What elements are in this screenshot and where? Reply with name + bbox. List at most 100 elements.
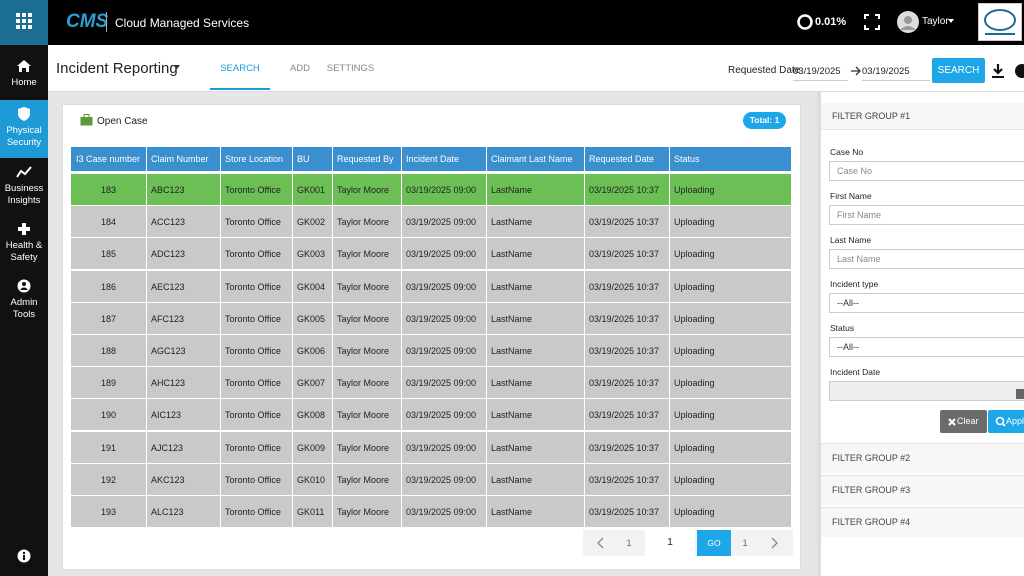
cell-divider [220, 270, 221, 302]
filter-group-title[interactable]: FILTER GROUP #1 [832, 111, 911, 121]
table-cell: Taylor Moore [337, 217, 390, 228]
table-cell: 03/19/2025 10:37 [589, 474, 660, 485]
company-logo-mark [984, 9, 1016, 35]
table-cell: 188 [100, 346, 117, 356]
table-row[interactable] [71, 463, 791, 495]
tab[interactable]: SEARCH [220, 63, 260, 74]
help-icon[interactable] [1014, 63, 1024, 79]
sidebar-label[interactable]: Admin Tools [10, 297, 38, 320]
table-cell: 03/19/2025 10:37 [589, 185, 660, 195]
page-input[interactable]: 1 [645, 530, 695, 556]
date-to[interactable]: 03/19/2025 [862, 61, 930, 81]
filter-group-title[interactable]: FILTER GROUP #4 [832, 517, 911, 527]
info-icon[interactable] [17, 549, 31, 563]
sidebar-label[interactable]: Physical Security [6, 125, 42, 148]
date-from[interactable]: 03/19/2025 [793, 61, 848, 81]
table-cell: GK011 [297, 507, 325, 517]
prev-icon [597, 537, 604, 549]
filter-input[interactable]: --All-- [829, 293, 1024, 313]
filter-group-header[interactable] [821, 103, 1024, 130]
cell-divider [486, 496, 487, 527]
table-row[interactable] [71, 431, 791, 463]
filter-input[interactable]: Last Name [829, 249, 1024, 269]
table-row[interactable] [71, 302, 791, 334]
apps-button[interactable] [0, 0, 48, 45]
title-caret[interactable] [173, 64, 181, 70]
tab[interactable]: SETTINGS [326, 63, 375, 74]
table-row[interactable] [71, 174, 791, 205]
table-cell: 03/19/2025 09:00 [406, 378, 477, 389]
table-cell: LastName [491, 474, 533, 485]
cell-divider [486, 270, 487, 302]
cell-divider [292, 496, 293, 527]
table-row[interactable] [71, 367, 791, 399]
column-header: Requested Date [589, 154, 655, 164]
cell-divider [401, 174, 402, 205]
fullscreen-icon[interactable] [864, 14, 880, 30]
user-name[interactable]: Taylor [922, 16, 949, 27]
download-icon[interactable] [991, 63, 1005, 79]
table-cell: Taylor Moore [337, 185, 390, 195]
column-header: Store Location [225, 154, 284, 164]
cell-divider [146, 367, 147, 399]
cell-divider [146, 206, 147, 238]
table-cell: GK005 [297, 313, 326, 324]
table-row[interactable] [71, 399, 791, 431]
table-cell: LastName [491, 442, 533, 453]
cell-divider [220, 496, 221, 527]
column-divider [486, 147, 487, 171]
cell-divider [401, 431, 402, 463]
cell-divider [584, 174, 585, 205]
cell-divider [401, 335, 402, 366]
filter-group-header[interactable] [821, 443, 1024, 473]
cell-divider [332, 496, 333, 527]
filter-input[interactable]: Case No [829, 161, 1024, 181]
table-row[interactable] [71, 206, 791, 238]
filter-group-title[interactable]: FILTER GROUP #3 [832, 485, 911, 495]
go-button[interactable]: GO [697, 530, 731, 556]
search-button[interactable]: SEARCH [932, 58, 985, 83]
sidebar-label[interactable]: Home [11, 77, 37, 88]
table-cell: 03/19/2025 09:00 [406, 313, 477, 324]
clear-button[interactable]: Clear [940, 410, 987, 433]
cell-divider [669, 270, 670, 302]
table-cell: Taylor Moore [337, 378, 390, 389]
table-row[interactable] [71, 238, 791, 270]
cell-divider [146, 174, 147, 205]
cell-divider [401, 496, 402, 527]
table-cell: ACC123 [151, 217, 186, 228]
table-cell: 03/19/2025 09:00 [406, 410, 477, 421]
table-row[interactable] [71, 496, 791, 527]
column-divider [401, 147, 402, 171]
filter-input[interactable] [829, 381, 1024, 401]
filter-input[interactable]: First Name [829, 205, 1024, 225]
avatar[interactable] [897, 11, 919, 33]
cell-divider [584, 335, 585, 366]
cell-divider [584, 302, 585, 334]
table-cell: Uploading [674, 249, 715, 260]
cell-divider [220, 206, 221, 238]
table-cell: Toronto Office [225, 507, 281, 517]
cell-divider [332, 270, 333, 302]
table-cell: LastName [491, 346, 533, 356]
table-row[interactable] [71, 270, 791, 302]
sidebar-icon [16, 166, 32, 178]
active-tab-underline [210, 88, 270, 90]
table-cell: Toronto Office [225, 249, 281, 260]
tab[interactable]: ADD [289, 63, 311, 74]
filter-group-header[interactable] [821, 475, 1024, 505]
table-row[interactable] [71, 335, 791, 366]
page-last[interactable]: 1 [742, 538, 748, 548]
page-first[interactable]: 1 [626, 538, 632, 548]
table-cell: 03/19/2025 10:37 [589, 281, 660, 292]
filter-label: Incident Date [830, 367, 881, 377]
apply-button[interactable]: Apply [988, 410, 1024, 433]
cell-divider [669, 174, 670, 205]
sidebar-label[interactable]: Business Insights [4, 183, 44, 206]
filter-group-title[interactable]: FILTER GROUP #2 [832, 453, 911, 463]
sidebar-label[interactable]: Health & Safety [5, 240, 43, 263]
filter-group-header[interactable] [821, 507, 1024, 537]
table-cell: Taylor Moore [337, 346, 390, 356]
filter-input[interactable]: --All-- [829, 337, 1024, 357]
